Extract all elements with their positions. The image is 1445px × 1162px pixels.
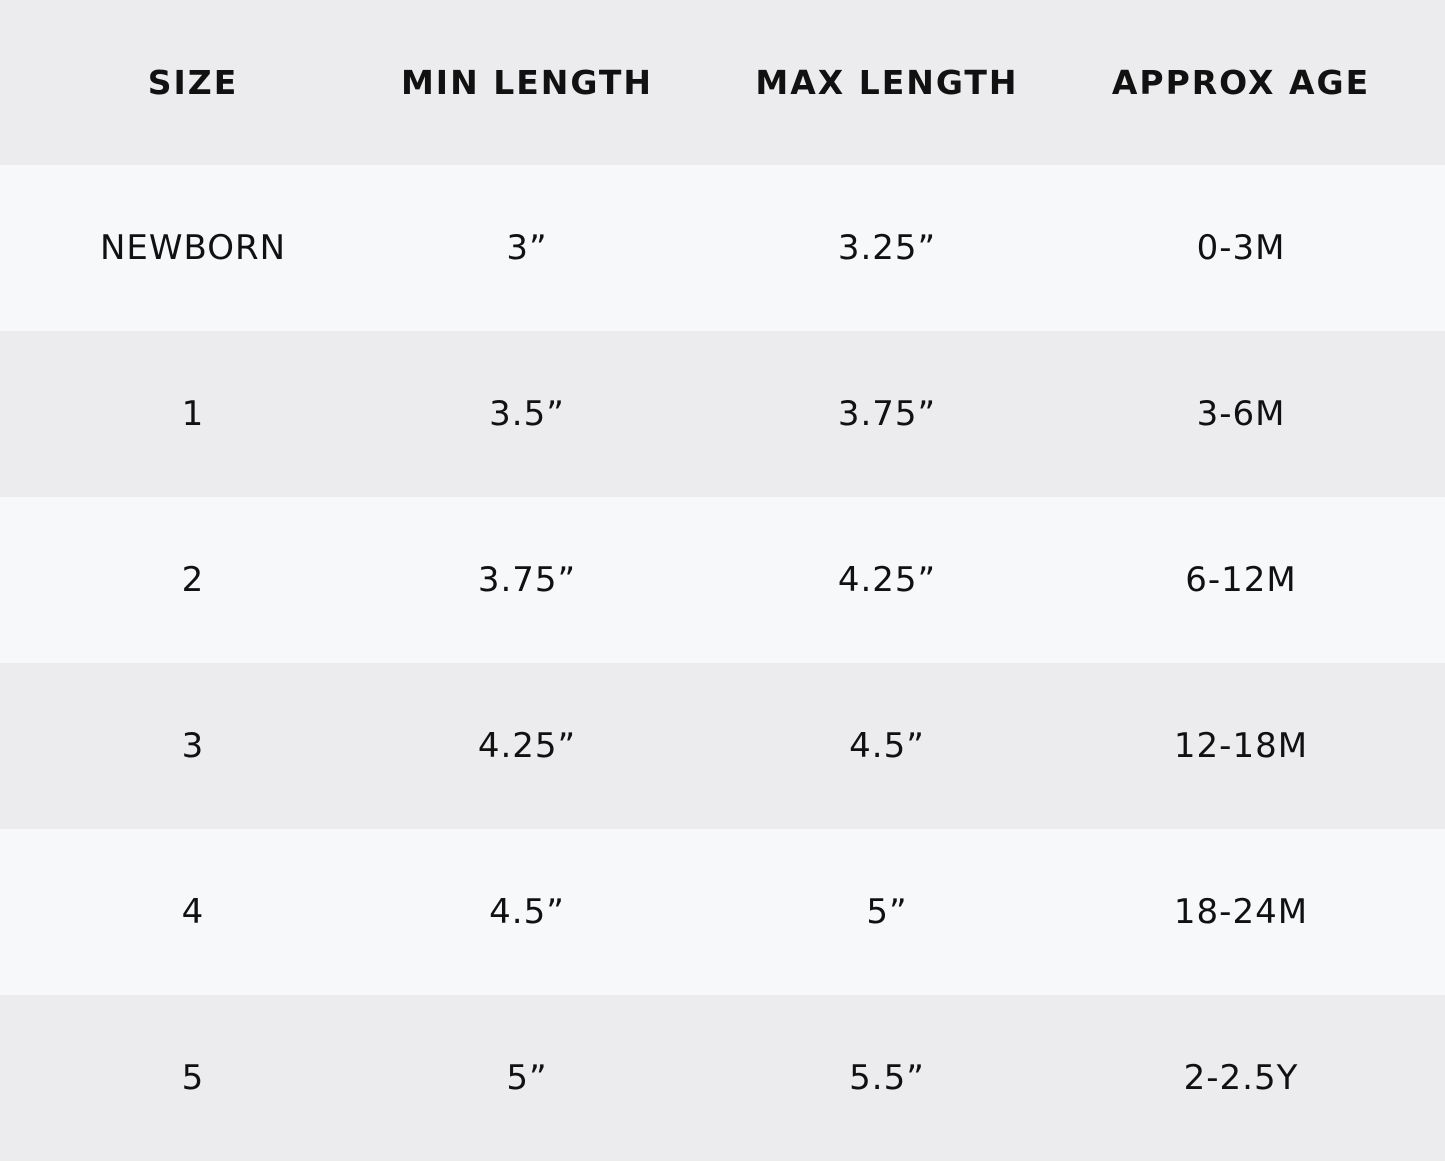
table-cell: 4.25” (837, 560, 937, 600)
table-cell: 1 (181, 394, 205, 434)
table-row: 2 3.75” 4.25” 6-12M (0, 497, 1445, 663)
table-cell: 3-6M (1196, 394, 1286, 434)
header-cell: SIZE (147, 63, 239, 102)
table-row: 3 4.25” 4.5” 12-18M (0, 663, 1445, 829)
table-row: 5 5” 5.5” 2-2.5Y (0, 995, 1445, 1161)
table-cell: NEWBORN (99, 228, 287, 268)
table-cell: 4 (181, 892, 205, 932)
header-cell: APPROX AGE (1111, 63, 1371, 102)
header-row: SIZE MIN LENGTH MAX LENGTH APPROX AGE (0, 0, 1445, 165)
table-cell: 5” (866, 892, 908, 932)
table-cell: 4.5” (849, 726, 925, 766)
table-row: 4 4.5” 5” 18-24M (0, 829, 1445, 995)
table-cell: 3.25” (837, 228, 937, 268)
table-cell: 5” (506, 1058, 548, 1098)
table-cell: 5 (181, 1058, 205, 1098)
table-cell: 3 (181, 726, 205, 766)
table-cell: 6-12M (1185, 560, 1297, 600)
table-cell: 3.75” (477, 560, 577, 600)
table-cell: 2-2.5Y (1183, 1058, 1299, 1098)
table-cell: 5.5” (849, 1058, 925, 1098)
table-cell: 3.5” (489, 394, 565, 434)
table-cell: 2 (181, 560, 205, 600)
table-cell: 18-24M (1173, 892, 1309, 932)
header-cell: MIN LENGTH (400, 63, 654, 102)
table-row: NEWBORN 3” 3.25” 0-3M (0, 165, 1445, 331)
table-cell: 12-18M (1173, 726, 1309, 766)
table-cell: 4.25” (477, 726, 577, 766)
table-cell: 4.5” (489, 892, 565, 932)
table-cell: 3” (506, 228, 548, 268)
header-cell: MAX LENGTH (755, 63, 1019, 102)
table-cell: 0-3M (1196, 228, 1286, 268)
table-row: 1 3.5” 3.75” 3-6M (0, 331, 1445, 497)
table-cell: 3.75” (837, 394, 937, 434)
